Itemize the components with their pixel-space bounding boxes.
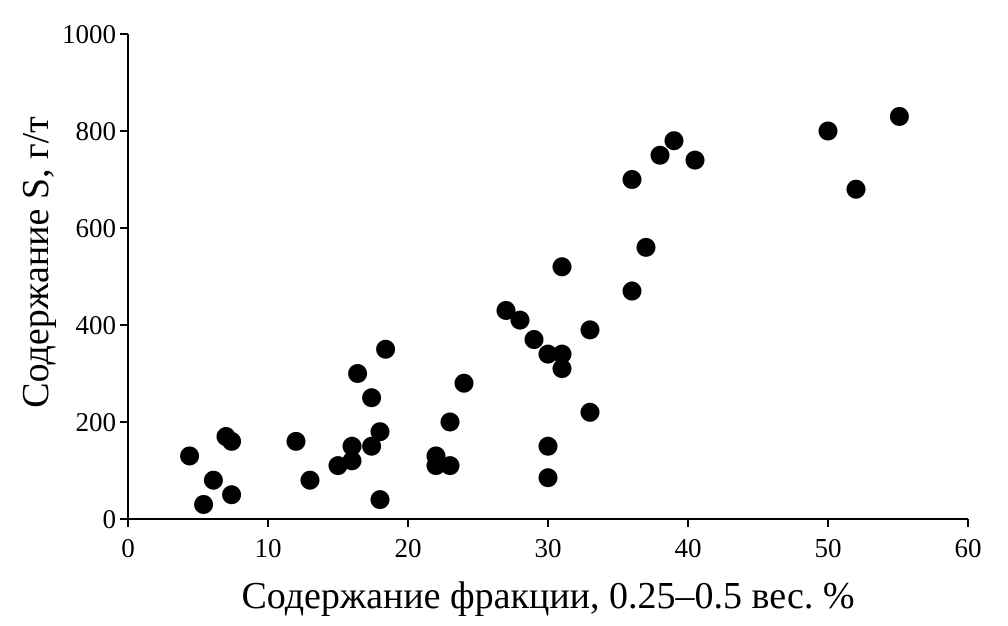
point [510,310,530,330]
point [552,344,572,364]
point [889,106,909,126]
point [222,485,242,505]
y-tick-label: 0 [103,504,117,534]
point [552,359,572,379]
point [650,145,670,165]
y-tick-label: 800 [76,116,117,146]
point [538,436,558,456]
point [580,320,600,340]
point [846,179,866,199]
point [180,446,200,466]
x-tick-label: 0 [121,533,135,563]
y-tick-label: 1000 [62,19,116,49]
x-axis-title: Содержание фракции, 0.25–0.5 вес. % [241,575,854,617]
y-tick-label: 200 [76,407,117,437]
point [454,373,474,393]
point [622,281,642,301]
point [818,121,838,141]
point [370,422,390,442]
point [300,470,320,490]
x-tick-label: 20 [395,533,422,563]
point [524,330,544,350]
x-tick-label: 40 [675,533,702,563]
point [194,494,214,514]
point [342,451,362,471]
x-tick-label: 10 [255,533,282,563]
point [538,468,558,488]
point [580,402,600,422]
point [362,388,382,408]
point [362,436,382,456]
point [286,431,306,451]
point [370,490,390,510]
y-tick-label: 400 [76,310,117,340]
y-tick-label: 600 [76,213,117,243]
point [222,431,242,451]
y-axis-title: Содержание S, г/т [15,116,57,408]
point [376,339,396,359]
point [203,470,223,490]
point [685,150,705,170]
point [538,344,558,364]
point [348,364,368,383]
point [342,436,362,456]
point [636,237,656,257]
point [440,456,460,476]
x-tick-label: 60 [955,533,982,563]
x-tick-label: 50 [815,533,842,563]
point [664,131,684,151]
x-tick-label: 30 [535,533,562,563]
point [426,456,446,476]
point [440,412,460,432]
point [552,257,572,277]
point [496,300,516,320]
point [622,170,642,189]
